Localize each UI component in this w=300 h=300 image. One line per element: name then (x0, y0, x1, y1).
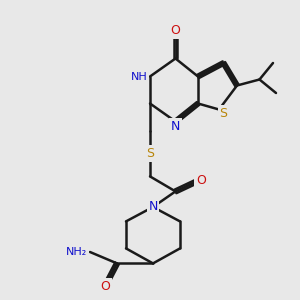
Text: N: N (148, 200, 158, 214)
Text: O: O (171, 24, 180, 37)
Text: NH: NH (131, 71, 148, 82)
Text: S: S (146, 147, 154, 160)
Text: N: N (171, 119, 180, 133)
Text: O: O (196, 173, 206, 187)
Text: O: O (100, 280, 110, 293)
Text: NH₂: NH₂ (66, 247, 87, 257)
Text: S: S (220, 106, 227, 120)
